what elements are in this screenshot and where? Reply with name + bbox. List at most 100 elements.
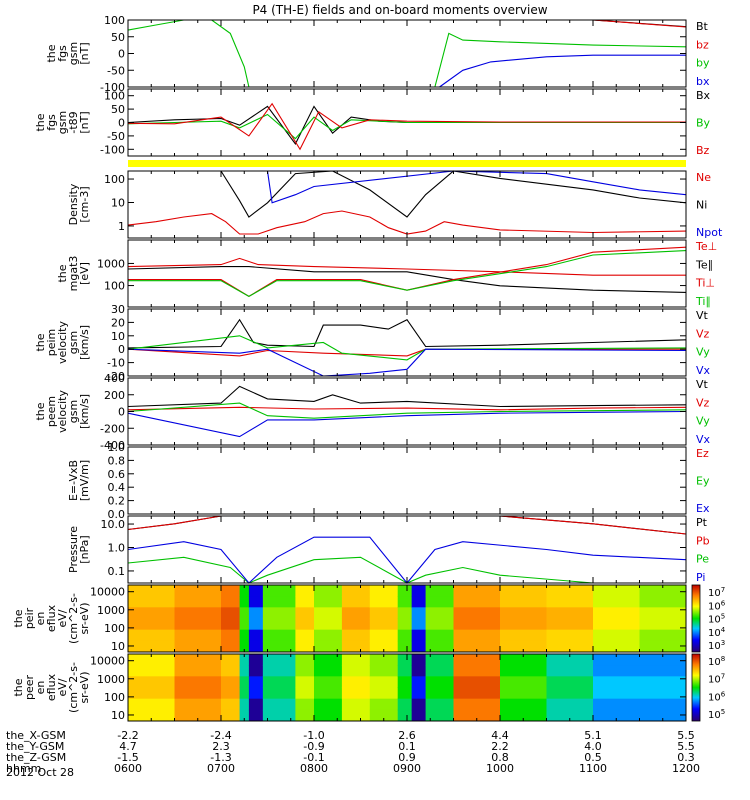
series-Vz xyxy=(127,406,687,411)
x-axis-tick-label: 2.6 xyxy=(398,729,416,742)
y-tick-label: -20 xyxy=(107,370,125,383)
legend-Vx: Vx xyxy=(696,433,711,446)
series-Vx xyxy=(127,410,687,438)
y-axis-label-line: peim xyxy=(45,329,58,357)
y-tick-label: 1000 xyxy=(97,257,125,270)
spectrogram-cell xyxy=(369,596,399,608)
panel-frame xyxy=(127,19,687,88)
spectrogram-cell xyxy=(639,698,687,711)
y-axis-label-line: fgs xyxy=(45,114,58,131)
spectrogram-cell xyxy=(341,607,371,619)
spectrogram-cell xyxy=(221,640,241,653)
panel-peer-spectrogram: 108 107 106 105 10000 1000 100 10 thepeereneflux… xyxy=(12,653,726,722)
spectrogram-cell xyxy=(295,585,315,597)
legend-Ti∥: Ti∥ xyxy=(695,295,711,308)
colorbar-tick-exponent: 8 xyxy=(721,655,725,663)
spectrogram-cell xyxy=(295,665,315,677)
spectrogram-cell xyxy=(262,709,296,722)
spectrogram-cell xyxy=(174,654,222,666)
y-axis-label: Pressure[nPa] xyxy=(67,526,91,573)
spectrogram-cell xyxy=(639,687,687,700)
spectrogram-cell xyxy=(221,607,241,619)
spectrogram-cell xyxy=(248,629,264,642)
series-Te∥ xyxy=(127,266,687,293)
spectrogram-cell xyxy=(128,607,175,619)
spectrogram-cell xyxy=(411,596,427,608)
y-axis-label-line: velocity xyxy=(56,390,69,433)
spectrogram-cell xyxy=(221,698,241,711)
spectrogram-cell xyxy=(411,640,427,653)
spectrogram-cell xyxy=(639,665,687,677)
spectrogram-cell xyxy=(453,665,501,677)
spectrogram-cell xyxy=(341,654,371,666)
spectrogram-cell xyxy=(262,665,296,677)
spectrogram-cell xyxy=(397,676,413,688)
y-axis-label-line: gsm xyxy=(67,42,80,65)
spectrogram-cell xyxy=(174,676,222,688)
y-axis-label: Density[cm-3] xyxy=(67,183,91,225)
series-Vy xyxy=(127,335,687,361)
legend-Npot: Npot xyxy=(696,226,723,239)
y-tick-label: 10 xyxy=(111,709,125,722)
y-axis-label-line: Pressure xyxy=(67,526,80,573)
spectrogram-cell xyxy=(239,596,250,608)
y-tick-label: -50 xyxy=(107,64,125,77)
legend-Vx: Vx xyxy=(696,364,711,377)
spectrogram-cell xyxy=(639,676,687,688)
spectrogram-cell xyxy=(453,607,501,619)
y-tick-label: 100 xyxy=(104,622,125,635)
spectrogram-cell xyxy=(425,618,454,631)
spectrogram-cell xyxy=(425,596,454,608)
spectrogram-cell xyxy=(262,654,296,666)
spectrogram-cell xyxy=(425,629,454,642)
spectrogram-cell xyxy=(593,585,640,597)
spectrogram-cell xyxy=(639,607,687,619)
y-tick-label: -100 xyxy=(100,81,125,94)
spectrogram-cell xyxy=(174,709,222,722)
panel-frame xyxy=(127,446,687,515)
y-axis-label-line: en xyxy=(34,681,47,695)
spectrogram-cell xyxy=(500,640,547,653)
spectrogram-cell xyxy=(295,596,315,608)
x-axis-tick-label: -2.2 xyxy=(117,729,138,742)
y-tick-label: 10.0 xyxy=(101,518,126,531)
y-axis-label-line: [km/s] xyxy=(78,325,91,360)
spectrogram-cell xyxy=(128,676,175,688)
spectrogram-cell xyxy=(262,640,296,653)
spectrogram-cell xyxy=(314,687,343,700)
y-tick-label: 0.8 xyxy=(108,454,126,467)
spectrogram-cell xyxy=(411,709,427,722)
spectrogram-cell xyxy=(397,607,413,619)
spectrogram-cell xyxy=(221,709,241,722)
spectrogram-cell xyxy=(369,585,399,597)
spectrogram-cell xyxy=(593,596,640,608)
spectrogram-cell xyxy=(262,676,296,688)
spectrogram-cell xyxy=(248,676,264,688)
spectrogram-cell xyxy=(593,709,640,722)
spectrogram-cell xyxy=(174,618,222,631)
y-axis-label-line: eflux xyxy=(45,673,58,701)
spectrogram-cell xyxy=(314,607,343,619)
x-axis-tick-label: 0600 xyxy=(114,762,142,775)
y-tick-label: 1 xyxy=(118,220,125,233)
spectrogram-cell xyxy=(369,618,399,631)
spectrogram-cell xyxy=(248,585,264,597)
spectrogram-cell xyxy=(369,676,399,688)
spectrogram-cell xyxy=(369,640,399,653)
y-axis-label-line: the xyxy=(34,333,47,351)
spectrogram-cell xyxy=(369,665,399,677)
spectrogram-cell xyxy=(295,607,315,619)
y-tick-label: 100 xyxy=(104,173,125,186)
series-Vx xyxy=(127,348,687,377)
colorbar-tick-exponent: 7 xyxy=(721,586,725,594)
legend-Ne: Ne xyxy=(696,171,711,184)
spectrogram-cell xyxy=(314,596,343,608)
spectrogram-cell xyxy=(500,629,547,642)
series-by xyxy=(127,19,687,88)
spectrogram-cell xyxy=(397,654,413,666)
y-axis-label-line: the xyxy=(34,402,47,420)
x-axis-tick-label: -2.4 xyxy=(210,729,231,742)
